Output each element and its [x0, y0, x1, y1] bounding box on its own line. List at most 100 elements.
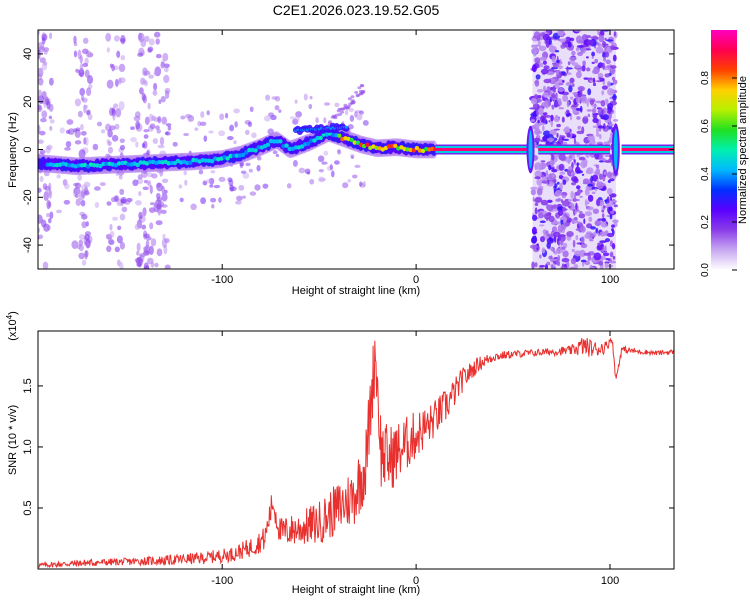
spectrogram-cell-879 — [534, 262, 538, 268]
spectrogram-cell-1428 — [570, 257, 577, 265]
spectrogram-cell-750 — [570, 96, 574, 100]
spectrogram-cell-283 — [161, 178, 169, 184]
spectrogram-cell-47 — [38, 49, 41, 54]
spike-core-1 — [613, 128, 618, 171]
spectrogram-cell-962 — [582, 181, 591, 185]
spectrogram-cell-379 — [143, 129, 150, 133]
spectrogram-cell-270 — [155, 53, 162, 59]
spectrogram-cell-387 — [213, 184, 221, 189]
spectrogram-cell-1203 — [597, 30, 600, 35]
spectrogram-cell-304 — [164, 189, 168, 194]
spectrogram-cell-499 — [118, 175, 123, 180]
spectrogram-y-tick-label-1: -20 — [22, 189, 34, 205]
spectrogram-cell-360 — [242, 172, 250, 179]
spectrogram-cell-1409 — [579, 95, 587, 102]
spectrogram-cell-400 — [209, 184, 214, 188]
spectrogram-cell-1459 — [541, 180, 548, 184]
spectrogram-cell-1422 — [536, 111, 539, 116]
spectrogram-cell-118 — [78, 149, 86, 159]
spectrogram-cell-1234 — [588, 140, 596, 145]
spectrogram-cell-990 — [597, 42, 601, 47]
spectrogram-cell-213 — [147, 102, 151, 110]
spectrogram-cell-129 — [85, 238, 91, 249]
spectrogram-cell-183 — [107, 129, 113, 138]
spectrogram-cell-62 — [38, 227, 41, 234]
spectrogram-cell-494 — [286, 183, 292, 189]
spectrogram-cell-1256 — [607, 102, 614, 110]
spectrogram-cell-1374 — [600, 249, 605, 252]
spectrogram-cell-224 — [148, 245, 154, 255]
spectrogram-cell-1286 — [562, 79, 565, 83]
spectrogram-cell-810 — [609, 193, 617, 198]
snr-line — [38, 337, 674, 569]
spectrogram-cell-1091 — [530, 119, 535, 123]
spectrogram-cell-460 — [349, 114, 355, 122]
spectrogram-cell-170 — [108, 107, 114, 117]
spectrogram-cell-1241 — [572, 91, 579, 96]
spectrogram-cell-1454 — [576, 185, 581, 190]
spectrogram-cell-1315 — [592, 236, 595, 240]
spectrogram-cell-236 — [145, 239, 150, 248]
spectrogram-cell-849 — [571, 248, 575, 253]
spectrogram-cell-383 — [248, 168, 253, 173]
spectrogram-cell-1028 — [548, 255, 553, 260]
spectrogram-cell-294 — [150, 262, 155, 268]
spectrogram-cell-854 — [604, 98, 609, 103]
spectrogram-cell-1250 — [576, 44, 585, 48]
spectrogram-cell-493 — [165, 131, 169, 135]
spectrogram-cell-721 — [545, 170, 549, 176]
spectrogram-cell-277 — [158, 99, 162, 105]
spectrogram-cell-730 — [611, 228, 614, 232]
spectrogram-cell-392 — [309, 95, 313, 100]
spectrogram-cell-1997 — [272, 139, 277, 144]
spectrogram-cell-592 — [609, 196, 613, 202]
spectrogram-cell-1999 — [278, 139, 283, 144]
spectrogram-cell-1419 — [601, 85, 608, 90]
spectrogram-cell-1312 — [542, 91, 549, 98]
spectrogram-cell-498 — [143, 179, 148, 184]
spectrogram-cell-1463 — [578, 211, 583, 214]
spectrogram-cell-1332 — [553, 128, 560, 131]
spectrogram-cell-1995 — [265, 142, 271, 147]
spectrogram-cell-401 — [75, 193, 79, 199]
spectrogram-cell-52 — [46, 212, 50, 218]
spectrogram-cell-549 — [336, 109, 341, 113]
spectrogram-cell-2024 — [355, 140, 361, 145]
spectrogram-cell-1452 — [539, 210, 546, 213]
spectrogram-cell-391 — [165, 123, 172, 127]
spectrogram-cell-1167 — [534, 170, 542, 179]
spectrogram-cell-1205 — [580, 87, 583, 96]
spectrogram-cell-456 — [183, 170, 188, 176]
spectrogram-cell-457 — [359, 181, 363, 187]
spectrogram-cell-652 — [603, 141, 611, 145]
spectrogram-cell-437 — [240, 170, 247, 174]
spectrogram-cell-1417 — [563, 127, 571, 133]
spectrogram-cell-415 — [202, 180, 208, 186]
spectrogram-cell-328 — [249, 191, 257, 196]
spectrogram-cell-1338 — [571, 50, 576, 56]
spectrogram-cell-508 — [56, 174, 61, 179]
spectrogram-cell-469 — [298, 167, 306, 174]
spectrogram-cell-131 — [79, 63, 84, 73]
spectrogram-cell-226 — [134, 200, 142, 206]
snr-panel: -100 0 100 0.5 1.0 1.5 Height of straight li… — [5, 311, 675, 596]
spectrogram-cell-1284 — [561, 246, 566, 251]
spectrogram-cell-978 — [612, 54, 617, 62]
spectrogram-cell-814 — [558, 234, 566, 242]
spectrogram-cell-471 — [203, 135, 208, 142]
spectrogram-cell-1040 — [592, 107, 597, 115]
spectrogram-cell-692 — [587, 254, 592, 261]
spectrogram-cell-122 — [82, 37, 89, 44]
spectrogram-cell-438 — [348, 107, 354, 113]
spectrogram-cell-426 — [233, 140, 237, 145]
spectrogram-cell-1073 — [584, 188, 590, 196]
spectrogram-y-axis: -40 -20 0 20 40 — [22, 48, 674, 253]
spectrogram-cell-208 — [136, 242, 141, 252]
spectrogram-cell-2104 — [531, 64, 537, 73]
snr-y-tick-label-2: 1.5 — [22, 378, 34, 393]
spectrogram-cell-79 — [73, 50, 78, 58]
spectrogram-cell-964 — [570, 105, 578, 108]
spectrogram-cell-177 — [106, 201, 112, 206]
spectrogram-cell-1179 — [589, 99, 595, 106]
spectrogram-cell-191 — [144, 116, 150, 125]
